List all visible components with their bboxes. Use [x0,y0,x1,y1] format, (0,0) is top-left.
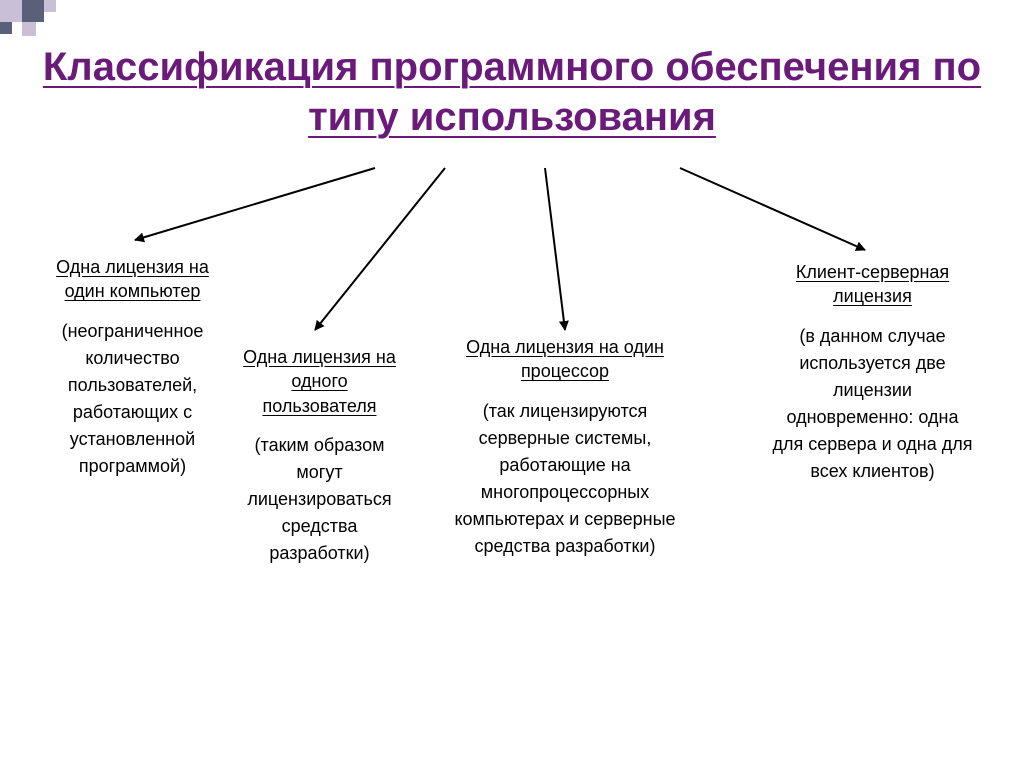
category-title: Одна лицензия на один процессор [445,335,685,384]
category-desc: (так лицензируются серверные системы, ра… [445,398,685,560]
arrow [135,168,375,240]
category-title: Одна лицензия на одного пользователя [232,345,407,418]
category-desc: (таким образом могут лицензироваться сре… [232,432,407,567]
arrow [545,168,565,330]
category-title: Одна лицензия на один компьютер [50,255,215,304]
category-desc: (в данном случае используется две лиценз… [770,323,975,485]
deco-square [44,0,56,12]
category-desc: (неограниченное количество пользователей… [50,318,215,480]
deco-square [22,22,36,36]
arrow [315,168,445,330]
corner-decoration [0,0,70,40]
deco-square [0,22,12,34]
category-title: Клиент-серверная лицензия [770,260,975,309]
category-2: Одна лицензия на одного пользователя (так… [232,345,407,567]
deco-square [22,0,44,22]
diagram-title: Классификация программного обеспечения п… [0,42,1024,142]
deco-square [0,0,22,22]
category-4: Клиент-серверная лицензия (в данном случа… [770,260,975,485]
category-3: Одна лицензия на один процессор (так лице… [445,335,685,560]
category-1: Одна лицензия на один компьютер (неограни… [50,255,215,480]
arrow [680,168,865,250]
